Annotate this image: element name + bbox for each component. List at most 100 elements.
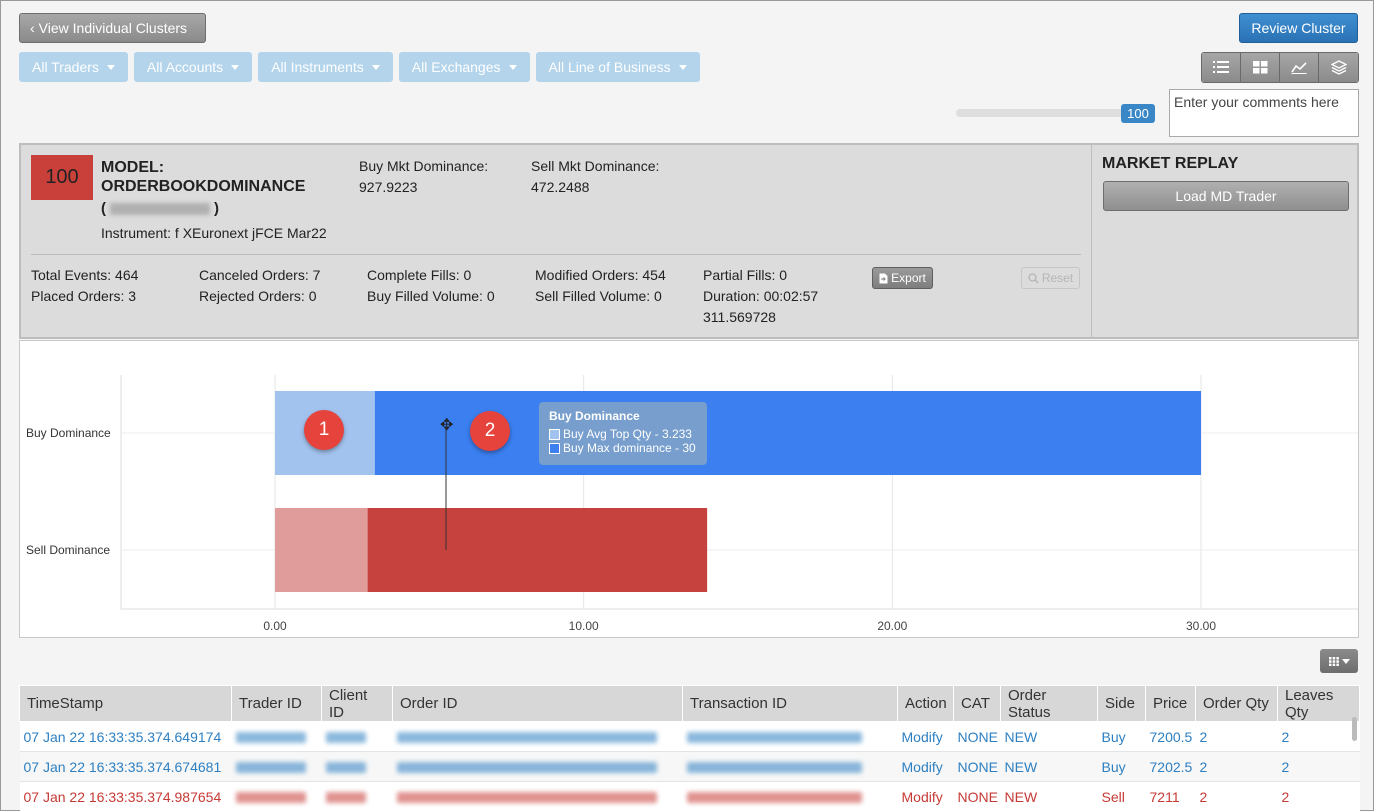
chart-view-button[interactable] <box>1280 53 1319 82</box>
col-price[interactable]: Price <box>1145 685 1196 722</box>
redacted-value <box>325 762 366 774</box>
sell-mkt-dominance-value: 472.2488 <box>531 179 590 195</box>
cell-trader-id <box>231 721 322 752</box>
col-timestamp[interactable]: TimeStamp <box>19 685 232 722</box>
score-slider-value[interactable]: 100 <box>1121 104 1155 123</box>
zoom-reset-icon <box>1028 272 1039 284</box>
bar-sell-max <box>367 508 708 592</box>
paren-open: ( <box>101 200 106 217</box>
x-tick-label: 30.00 <box>1186 619 1216 633</box>
market-replay-section: MARKET REPLAY Load MD Trader <box>1091 145 1359 337</box>
filter-instruments-label: All Instruments <box>271 59 364 75</box>
market-replay-title: MARKET REPLAY <box>1102 155 1239 172</box>
model-panel: 100 MODEL: ORDERBOOKDOMINANCE () Instrum… <box>19 143 1359 339</box>
paren-close: ) <box>214 200 219 217</box>
redacted-value <box>235 792 306 804</box>
cell-cat: NONE <box>953 751 1001 782</box>
cell-timestamp[interactable]: 07 Jan 22 16:33:35.374.649174 <box>19 721 232 752</box>
x-tick-label: 20.00 <box>877 619 907 633</box>
cell-leaves-qty: 2 <box>1277 721 1360 752</box>
caret-down-icon <box>231 64 240 70</box>
redacted-value <box>325 792 366 804</box>
cell-action[interactable]: Modify <box>897 751 954 782</box>
col-leaves-qty[interactable]: Leaves Qty <box>1277 685 1360 722</box>
stats-col-1: Total Events: 464 Placed Orders: 3 <box>31 265 138 307</box>
col-order-qty[interactable]: Order Qty <box>1195 685 1278 722</box>
complete-fills: Complete Fills: 0 <box>367 267 472 283</box>
stats-col-2: Canceled Orders: 7 Rejected Orders: 0 <box>199 265 320 307</box>
column-chooser-button[interactable] <box>1320 649 1358 673</box>
list-view-button[interactable] <box>1202 53 1241 82</box>
view-toggle-group <box>1201 52 1359 83</box>
filter-instruments[interactable]: All Instruments <box>258 52 393 82</box>
redacted-value <box>396 732 657 744</box>
table-row[interactable]: 07 Jan 22 16:33:35.374.649174 Modify NONE N… <box>19 721 1360 752</box>
tooltip-title: Buy Dominance <box>549 409 640 423</box>
cell-timestamp[interactable]: 07 Jan 22 16:33:35.374.987654 <box>19 781 232 811</box>
legend-swatch-max <box>549 442 560 454</box>
col-side[interactable]: Side <box>1097 685 1146 722</box>
col-trader-id[interactable]: Trader ID <box>231 685 322 722</box>
grid-menu-icon <box>1328 656 1339 666</box>
redacted-value <box>325 732 366 744</box>
load-md-trader-button[interactable]: Load MD Trader <box>1103 181 1349 211</box>
col-order-status[interactable]: Order Status <box>1000 685 1098 722</box>
view-individual-clusters-button[interactable]: ‹ View Individual Clusters <box>19 13 206 43</box>
cell-order-status: NEW <box>1000 721 1098 752</box>
cell-leaves-qty: 2 <box>1277 751 1360 782</box>
instrument-label: Instrument: f XEuronext jFCE Mar22 <box>101 225 327 241</box>
redacted-value <box>396 792 657 804</box>
cell-trader-id <box>231 751 322 782</box>
cell-price: 7200.5 <box>1145 721 1196 752</box>
x-tick-label: 10.00 <box>569 619 599 633</box>
caret-down-icon <box>678 64 687 70</box>
table-row[interactable]: 07 Jan 22 16:33:35.374.674681 Modify NONE N… <box>19 751 1360 782</box>
caret-down-icon <box>1341 658 1350 664</box>
filter-accounts[interactable]: All Accounts <box>133 52 253 82</box>
sell-mkt-dominance-label: Sell Mkt Dominance: <box>531 158 660 174</box>
layers-icon <box>1330 60 1347 75</box>
chart-icon <box>1291 62 1307 74</box>
table-header-row: TimeStamp Trader ID Client ID Order ID T… <box>19 685 1360 722</box>
cell-side: Buy <box>1097 751 1146 782</box>
cell-order-status: NEW <box>1000 781 1098 811</box>
redacted-value <box>235 732 306 744</box>
export-label: Export <box>891 271 926 285</box>
col-transaction-id[interactable]: Transaction ID <box>682 685 898 722</box>
redacted-name <box>110 203 210 216</box>
buy-filled-volume: Buy Filled Volume: 0 <box>367 288 495 304</box>
filter-line-of-business[interactable]: All Line of Business <box>535 52 700 82</box>
cell-transaction-id <box>682 721 898 752</box>
col-order-id[interactable]: Order ID <box>392 685 683 722</box>
comments-input[interactable] <box>1169 89 1359 137</box>
reset-button[interactable]: Reset <box>1021 267 1080 289</box>
cell-action[interactable]: Modify <box>897 721 954 752</box>
buy-mkt-dominance-label: Buy Mkt Dominance: <box>359 158 489 174</box>
placed-orders: Placed Orders: 3 <box>31 288 137 304</box>
cell-action[interactable]: Modify <box>897 781 954 811</box>
col-action[interactable]: Action <box>897 685 954 722</box>
cell-order-qty: 2 <box>1195 721 1278 752</box>
cell-order-qty: 2 <box>1195 781 1278 811</box>
review-cluster-button[interactable]: Review Cluster <box>1239 13 1358 43</box>
table-row[interactable]: 07 Jan 22 16:33:35.374.987654 Modify NONE N… <box>19 781 1360 811</box>
cell-order-status: NEW <box>1000 751 1098 782</box>
export-button[interactable]: Export <box>872 267 933 289</box>
grid-view-button[interactable] <box>1241 53 1280 82</box>
cell-leaves-qty: 2 <box>1277 781 1360 811</box>
score-slider[interactable] <box>956 109 1132 117</box>
annotation-badge-2: 2 <box>470 411 510 451</box>
filter-exchanges[interactable]: All Exchanges <box>398 52 530 82</box>
col-client-id[interactable]: Client ID <box>321 685 393 722</box>
table-scrollbar[interactable] <box>1352 717 1357 741</box>
cell-timestamp[interactable]: 07 Jan 22 16:33:35.374.674681 <box>19 751 232 782</box>
filter-traders[interactable]: All Traders <box>19 52 128 82</box>
col-cat[interactable]: CAT <box>953 685 1001 722</box>
panel-divider <box>31 254 1081 255</box>
filter-exchanges-label: All Exchanges <box>411 59 501 75</box>
cell-price: 7202.5 <box>1145 751 1196 782</box>
caret-down-icon <box>371 64 380 70</box>
dominance-chart: 0.00 10.00 20.00 30.00 Buy Dominance Sell Dom… <box>19 340 1359 638</box>
score-badge: 100 <box>31 155 93 200</box>
layers-view-button[interactable] <box>1319 53 1358 82</box>
